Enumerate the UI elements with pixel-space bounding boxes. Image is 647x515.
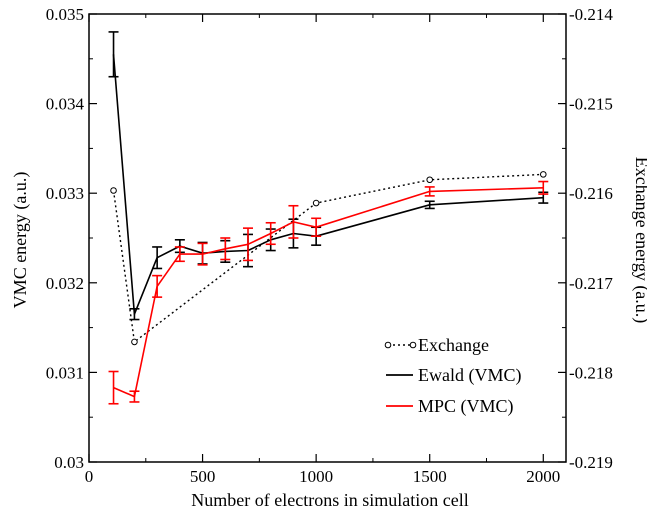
y-tick-label: 0.033 xyxy=(46,184,84,203)
x-tick-label: 2000 xyxy=(526,467,560,486)
x-tick-label: 1000 xyxy=(299,467,333,486)
y2-tick-label: -0.218 xyxy=(569,363,613,382)
errorbar-mpc-vmc xyxy=(152,274,163,298)
errorbar-mpc-vmc xyxy=(220,237,231,261)
data-point-exchange xyxy=(539,171,547,178)
legend: Exchange Ewald (VMC) MPC (VMC) xyxy=(384,335,521,417)
series-line-ewald-vmc xyxy=(112,54,544,316)
x-tick-label: 0 xyxy=(85,467,94,486)
y-tick-label: 0.032 xyxy=(46,274,84,293)
y2-tick-label: -0.214 xyxy=(569,5,613,24)
data-point-exchange xyxy=(312,199,320,207)
series-line-mpc-vmc xyxy=(113,187,544,398)
ticks-layer: 0 500 1000 1500 2000 0.03 0.031 0.032 0.033 0.034… xyxy=(46,5,614,486)
y-tick-label: 0.031 xyxy=(46,363,84,382)
series-layer xyxy=(108,31,549,405)
x-axis-label: Number of electrons in simulation cell xyxy=(191,490,468,510)
y2-tick-label: -0.215 xyxy=(569,95,613,114)
y-axis-label: VMC energy (a.u.) xyxy=(10,172,31,309)
y-tick-label: 0.034 xyxy=(46,95,85,114)
errorbar-mpc-vmc xyxy=(424,186,435,197)
legend-marker-exchange-right xyxy=(409,341,417,349)
errorbar-mpc-vmc xyxy=(243,227,253,262)
errorbar-mpc-vmc xyxy=(174,246,185,263)
x-tick-label: 1500 xyxy=(413,467,447,486)
legend-marker-exchange-left xyxy=(384,341,392,349)
y2-tick-label: -0.219 xyxy=(569,453,613,472)
errorbar-mpc-vmc xyxy=(311,217,322,238)
data-point-exchange xyxy=(426,176,434,184)
errorbar-mpc-vmc xyxy=(197,242,208,266)
errorbar-ewald-vmc xyxy=(424,200,435,210)
y2-tick-label: -0.216 xyxy=(569,184,613,203)
data-point-exchange xyxy=(110,187,117,194)
errorbar-mpc-vmc xyxy=(129,390,140,403)
y-tick-label: 0.03 xyxy=(54,453,84,472)
legend-label-exchange: Exchange xyxy=(418,335,489,355)
y-tick-label: 0.035 xyxy=(46,5,84,24)
y2-tick-label: -0.217 xyxy=(569,274,613,293)
legend-label-mpc: MPC (VMC) xyxy=(418,396,514,417)
errorbar-mpc-vmc xyxy=(265,221,276,246)
errorbar-ewald-vmc xyxy=(129,307,140,321)
legend-label-ewald: Ewald (VMC) xyxy=(418,365,521,386)
errorbar-ewald-vmc xyxy=(152,246,163,270)
errorbar-mpc-vmc xyxy=(538,180,549,195)
y2-axis-label: Exchange energy (a.u.) xyxy=(631,157,647,324)
errorbar-mpc-vmc xyxy=(108,370,119,405)
data-point-exchange xyxy=(131,338,138,346)
errorbar-ewald-vmc xyxy=(108,31,119,78)
x-tick-label: 500 xyxy=(190,467,216,486)
errorbar-mpc-vmc xyxy=(288,204,299,239)
